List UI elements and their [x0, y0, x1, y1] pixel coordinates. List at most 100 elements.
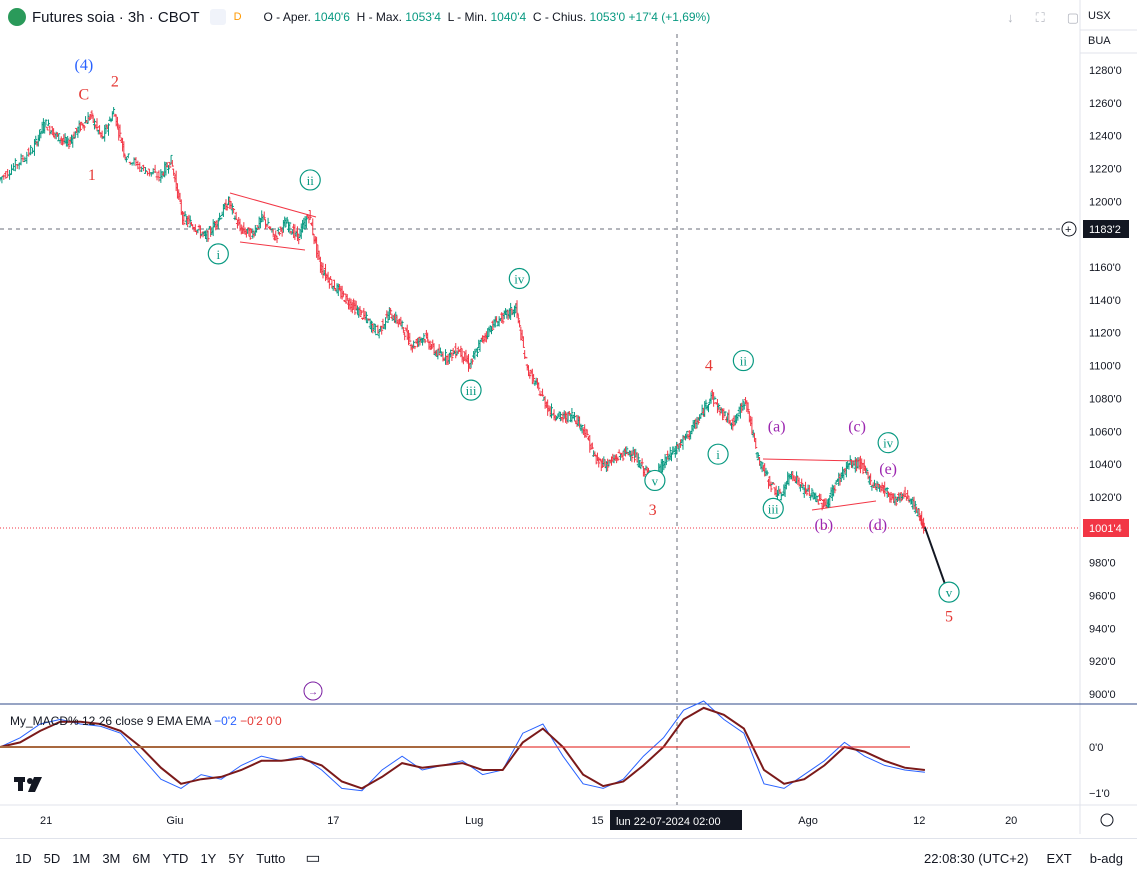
time-tick-label: 15: [591, 815, 603, 827]
adj-toggle[interactable]: b-adg: [1089, 850, 1123, 866]
candle: [95, 118, 99, 132]
candle: [617, 449, 621, 454]
candle: [183, 211, 187, 217]
wave-label: iii: [762, 497, 784, 519]
timeframe-button[interactable]: 5D: [43, 850, 61, 866]
candle: [913, 500, 917, 514]
candle: [570, 408, 574, 423]
candle: [262, 211, 266, 220]
high-label: H - Max.: [356, 10, 402, 24]
svg-text:5: 5: [945, 609, 953, 626]
time-tick-label: 17: [327, 815, 339, 827]
candle: [2, 174, 6, 180]
open-value: 1040'6: [314, 10, 350, 24]
ext-toggle[interactable]: EXT: [1046, 850, 1072, 866]
candle: [805, 488, 809, 496]
unit-selector[interactable]: BUA: [1088, 35, 1111, 47]
price-tick-label: 1100'0: [1089, 361, 1121, 373]
candle: [567, 411, 571, 416]
macd-legend[interactable]: My_MACD% 12 26 close 9 EMA EMA −0'2 −0'2…: [10, 714, 282, 728]
candle: [800, 478, 804, 488]
candle: [396, 320, 400, 328]
candle: [345, 294, 349, 302]
svg-text:v: v: [946, 585, 953, 600]
macd-series-line: [0, 700, 925, 792]
delayed-badge[interactable]: D: [233, 11, 242, 23]
timeframe-button[interactable]: 5Y: [228, 850, 245, 866]
svg-text:4: 4: [705, 358, 713, 375]
wave-projection[interactable]: [923, 526, 949, 593]
candle: [78, 122, 82, 132]
timeframe-button[interactable]: 1M: [72, 850, 91, 866]
tradingview-logo-icon: [14, 777, 42, 792]
wave-label: i: [707, 443, 729, 465]
fullscreen-icon[interactable]: ⛶: [1035, 10, 1045, 25]
candle: [444, 349, 448, 365]
candle: [8, 169, 12, 180]
scroll-to-realtime-icon[interactable]: [303, 681, 323, 701]
clock[interactable]: 22:08:30 (UTC+2): [924, 850, 1029, 866]
candle: [29, 145, 33, 156]
currency-selector[interactable]: USX: [1088, 10, 1111, 22]
arrow-down-icon[interactable]: ↓: [1007, 10, 1014, 25]
date-range-icon[interactable]: ▭: [305, 850, 321, 867]
timeframe-button[interactable]: 3M: [102, 850, 121, 866]
candle: [232, 208, 236, 214]
price-tick-label: 1260'0: [1089, 98, 1122, 110]
candle: [225, 203, 229, 211]
add-alert-icon[interactable]: [1061, 221, 1077, 237]
candle: [149, 172, 153, 177]
candle: [589, 444, 593, 450]
symbol-title[interactable]: Futures soia · 3h · CBOT: [32, 8, 200, 26]
timeframe-button[interactable]: YTD: [162, 850, 189, 866]
candle: [815, 495, 819, 503]
candle: [353, 300, 357, 315]
timeframe-button[interactable]: Tutto: [256, 850, 286, 866]
timeframe-button[interactable]: 6M: [132, 850, 151, 866]
candle: [590, 442, 594, 449]
price-tick-label: 1140'0: [1089, 295, 1121, 307]
candle: [308, 210, 312, 220]
candle: [297, 233, 301, 245]
time-axis[interactable]: 21 Giu 17 Lug 15 Ago 12 20: [40, 815, 1017, 827]
maximize-icon[interactable]: ▢: [1066, 10, 1079, 25]
candle: [816, 499, 820, 505]
candle: [643, 468, 647, 477]
triangle-pattern-1[interactable]: [229, 192, 317, 251]
candle: [140, 166, 144, 173]
crosshair-time-tag: [610, 810, 742, 830]
crosshair-price-tag: [1083, 220, 1129, 238]
svg-text:iv: iv: [883, 436, 894, 451]
candle: [275, 236, 279, 244]
candle: [136, 160, 140, 170]
candle: [172, 168, 176, 176]
candle: [11, 163, 15, 171]
wave-label: 2: [111, 73, 119, 90]
time-tick-label: Lug: [465, 815, 483, 827]
wave-label: v: [938, 581, 960, 603]
candle: [285, 216, 289, 224]
gear-icon[interactable]: [1100, 813, 1114, 827]
price-chart[interactable]: 1280'01260'01240'01220'01200'01180'01160…: [0, 0, 1137, 838]
candle: [124, 156, 128, 163]
triangle-pattern-2[interactable]: [762, 458, 877, 511]
projection-line[interactable]: [923, 526, 949, 593]
candle: [664, 456, 668, 466]
timeframe-button[interactable]: 1D: [15, 850, 32, 866]
candle: [632, 448, 636, 463]
candle: [671, 446, 675, 455]
svg-text:1: 1: [88, 167, 96, 184]
candle: [260, 210, 264, 223]
price-axis[interactable]: 1280'01260'01240'01220'01200'01180'01160…: [1089, 65, 1122, 701]
candle: [759, 461, 763, 470]
time-tick-label: Giu: [166, 815, 183, 827]
macd-tick-label: −1'0: [1089, 788, 1110, 800]
candle: [723, 411, 727, 416]
candle: [377, 329, 381, 339]
candle: [426, 332, 430, 342]
symbol-info-icon[interactable]: [209, 9, 226, 25]
macd-axis[interactable]: 0'0 −1'0: [1089, 742, 1110, 800]
candle: [422, 333, 426, 343]
timeframe-button[interactable]: 1Y: [200, 850, 217, 866]
